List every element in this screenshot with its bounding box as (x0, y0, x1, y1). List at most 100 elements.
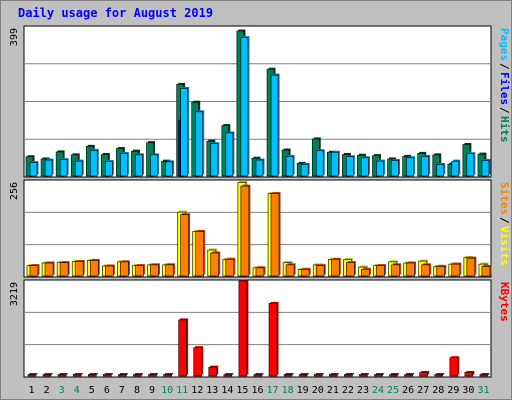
legend-sites: Sites (498, 182, 511, 215)
bar-kbytes-day-23 (359, 373, 369, 377)
bar-kbytes-day-24 (374, 373, 384, 377)
bar-sites-day-15 (240, 184, 251, 277)
bar-sites-day-12 (195, 229, 206, 277)
bar-kbytes-day-22 (344, 373, 354, 377)
legend-kbytes: KBytes (498, 282, 511, 322)
legend-separator: / (498, 107, 511, 114)
bar-pages-day-20 (315, 149, 325, 177)
bar-pages-day-8 (135, 153, 144, 177)
bar-kbytes-day-2 (42, 373, 53, 377)
legend-kbytes: KBytes (498, 282, 511, 322)
bar-kbytes-day-6 (103, 373, 113, 377)
bar-pages-day-31 (481, 158, 491, 177)
bar-pages-day-18 (285, 154, 295, 177)
bar-sites-day-6 (105, 264, 115, 277)
panel-hits: 399 Pages / Files / Hits (9, 25, 511, 178)
legend-pages: Pages (498, 28, 511, 61)
x-label-day-24: 24 (372, 385, 384, 396)
plot-area-kbytes (23, 279, 492, 378)
bar-sites-day-2 (44, 261, 55, 277)
bar-sites-day-3 (59, 261, 70, 277)
bar-sites-day-1 (29, 264, 40, 277)
bar-kbytes-day-1 (27, 373, 38, 377)
bar-kbytes-day-19 (298, 373, 309, 377)
bar-sites-day-11 (180, 213, 191, 277)
bar-kbytes-day-20 (313, 373, 324, 377)
x-label-day-6: 6 (104, 385, 110, 396)
bar-kbytes-day-8 (133, 373, 143, 377)
bar-sites-day-16 (255, 266, 266, 277)
x-label-day-12: 12 (191, 385, 203, 396)
panel-visits: 256 Sites / Visits (9, 179, 511, 278)
x-label-day-25: 25 (387, 385, 399, 396)
bar-kbytes-day-13 (208, 365, 219, 377)
bar-pages-day-30 (466, 152, 476, 177)
bar-pages-day-23 (361, 156, 370, 177)
x-label-day-19: 19 (297, 385, 309, 396)
bar-kbytes-day-5 (87, 373, 98, 377)
bar-kbytes-day-31 (479, 373, 490, 377)
x-label-day-28: 28 (432, 385, 444, 396)
y-max-label-visits: 256 (9, 182, 20, 200)
bar-sites-day-19 (300, 267, 311, 277)
bar-pages-day-27 (421, 154, 431, 177)
bar-pages-day-19 (300, 163, 310, 177)
x-label-day-8: 8 (134, 385, 140, 396)
bar-kbytes-day-4 (72, 373, 83, 377)
x-label-day-7: 7 (119, 385, 125, 396)
x-label-day-2: 2 (44, 385, 50, 396)
legend-visits: Sites / Visits (498, 182, 511, 266)
bar-kbytes-day-25 (389, 373, 400, 377)
bar-kbytes-day-15 (238, 279, 249, 377)
x-label-day-22: 22 (342, 385, 354, 396)
bar-pages-day-28 (436, 163, 446, 177)
bar-pages-day-2 (44, 158, 54, 177)
bar-kbytes-day-11 (178, 318, 189, 377)
bar-pages-day-29 (451, 159, 461, 177)
bar-pages-day-26 (406, 156, 416, 177)
bar-sites-day-9 (150, 263, 161, 277)
x-label-day-3: 3 (59, 385, 65, 396)
x-axis-day-labels: 1 2 3 4 5 6 7 8 9 10 11 12 13 14 15 16 17 18 19 20 21 22 23 24 2… (29, 385, 490, 396)
x-label-day-16: 16 (251, 385, 263, 396)
x-label-day-17: 17 (267, 385, 279, 396)
bar-pages-day-7 (120, 151, 129, 177)
bar-pages-day-10 (165, 160, 175, 177)
x-label-day-20: 20 (312, 385, 324, 396)
bar-pages-day-15 (240, 36, 250, 177)
bar-pages-day-11 (180, 86, 190, 177)
legend-separator: / (498, 63, 511, 70)
bar-sites-day-20 (315, 264, 326, 277)
bar-sites-day-23 (361, 267, 371, 277)
bar-pages-day-24 (376, 159, 385, 177)
x-label-day-4: 4 (74, 385, 80, 396)
legend-separator: / (498, 217, 511, 224)
y-max-label-hits: 399 (9, 28, 20, 46)
x-label-day-18: 18 (282, 385, 294, 396)
x-label-day-14: 14 (221, 385, 233, 396)
x-label-day-23: 23 (357, 385, 369, 396)
bar-sites-day-5 (89, 258, 100, 277)
x-label-day-13: 13 (206, 385, 218, 396)
bar-sites-day-25 (391, 263, 402, 277)
x-label-day-5: 5 (89, 385, 95, 396)
bar-kbytes-day-26 (404, 373, 415, 377)
bar-pages-day-14 (225, 131, 235, 177)
bar-sites-day-17 (270, 192, 281, 277)
bar-kbytes-day-3 (57, 373, 68, 377)
bar-kbytes-day-9 (148, 373, 159, 377)
bar-kbytes-day-10 (163, 373, 174, 377)
chart-title: Daily usage for August 2019 (18, 6, 213, 20)
bar-sites-day-22 (346, 261, 356, 277)
bar-kbytes-day-14 (223, 373, 234, 377)
x-label-day-21: 21 (327, 385, 339, 396)
bar-pages-day-13 (210, 142, 220, 177)
x-label-day-26: 26 (402, 385, 414, 396)
x-label-day-10: 10 (161, 385, 173, 396)
legend-hits: Hits (498, 116, 511, 143)
bar-pages-day-21 (330, 150, 340, 177)
bar-pages-day-9 (150, 153, 160, 177)
bar-sites-day-31 (481, 264, 492, 277)
bar-kbytes-day-30 (464, 370, 475, 377)
